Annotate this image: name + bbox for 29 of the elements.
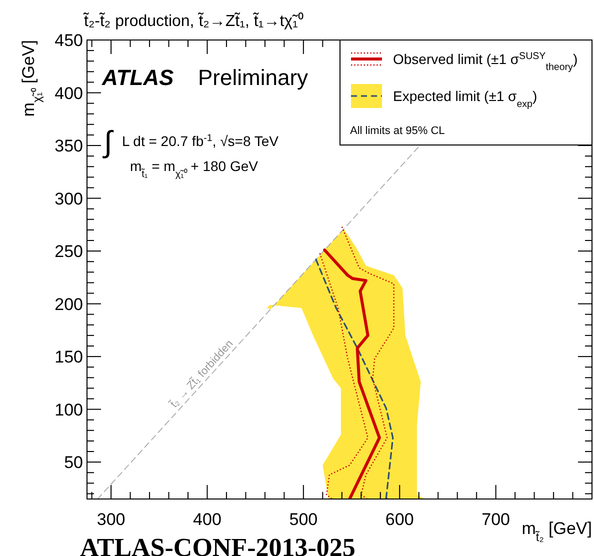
legend-label: Observed limit (±1 σ$^{SUSY}$$_{theory}$) — [393, 50, 578, 72]
x-tick-label: 300 — [96, 510, 126, 529]
legend-label: Expected limit (±1 σ$_{exp}$) — [393, 88, 538, 110]
line-series — [341, 226, 394, 499]
annotation: L dt = 20.7 fb$^{-1}$, √s=8 TeV — [122, 132, 280, 149]
y-tick-label: 400 — [54, 84, 83, 103]
annotation: m$_{t̃₁}$ = m$_{χ̃₁⁰}$ + 180 GeV — [130, 158, 259, 180]
x-tick-label: 400 — [193, 510, 222, 529]
x-tick-label: 500 — [289, 510, 318, 529]
x-axis-title: m$_{t̃₂}$ [GeV] — [522, 519, 592, 544]
annotation: All limits at 95% CL — [350, 125, 445, 137]
line-series — [315, 258, 394, 499]
annotation: Preliminary — [198, 65, 308, 90]
y-tick-label: 300 — [54, 189, 83, 208]
text: ATLAS-CONF-2013-025 — [80, 533, 356, 556]
line-series — [323, 248, 381, 499]
y-tick-label: 350 — [54, 136, 83, 156]
chart-title: t̃₂-t̃₂ production, t̃₂→Zt̃₁, t̃₁→tχ̃₁⁰ — [82, 12, 304, 30]
y-tick-label: 50 — [64, 453, 83, 472]
y-tick-label: 150 — [54, 348, 83, 367]
x-tick-label: 700 — [482, 510, 510, 529]
y-tick-label: 450 — [54, 31, 83, 50]
y-tick-label: 250 — [54, 242, 83, 262]
annotation: ∫ — [102, 126, 114, 159]
line-series — [319, 252, 368, 499]
y-tick-label: 100 — [54, 400, 83, 420]
x-tick-label: 600 — [385, 510, 414, 529]
y-tick-label: 200 — [54, 294, 83, 314]
annotation: ATLAS — [101, 65, 174, 90]
